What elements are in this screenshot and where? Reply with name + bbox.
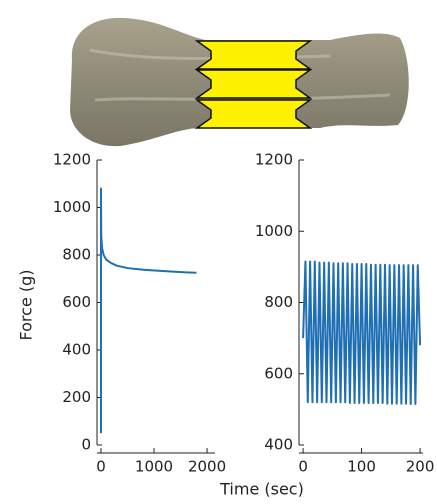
y-tick-label: 400	[62, 341, 91, 359]
x-tick-label: 1000	[135, 458, 173, 476]
y-tick-label: 400	[264, 436, 293, 454]
y-tick-label: 1200	[255, 151, 293, 169]
x-tick-label: 0	[298, 458, 308, 476]
x-tick-label: 0	[96, 458, 106, 476]
x-tick-label: 100	[347, 458, 376, 476]
y-tick-label: 0	[81, 436, 91, 454]
data-line	[99, 187, 197, 434]
y-axis-label: Force (g)	[17, 269, 36, 340]
y-tick-label: 200	[62, 388, 91, 406]
x-tick-label: 2000	[188, 458, 226, 476]
y-tick-label: 1200	[53, 151, 91, 169]
y-tick-label: 1000	[53, 198, 91, 216]
y-tick-label: 800	[264, 293, 293, 311]
x-tick-label: 200	[406, 458, 435, 476]
data-line	[302, 260, 422, 406]
y-tick-label: 800	[62, 246, 91, 264]
x-axis-label: Time (sec)	[219, 480, 304, 499]
y-tick-label: 600	[62, 293, 91, 311]
y-tick-label: 600	[264, 364, 293, 382]
y-tick-label: 1000	[255, 222, 293, 240]
sample-cutouts	[194, 40, 313, 129]
